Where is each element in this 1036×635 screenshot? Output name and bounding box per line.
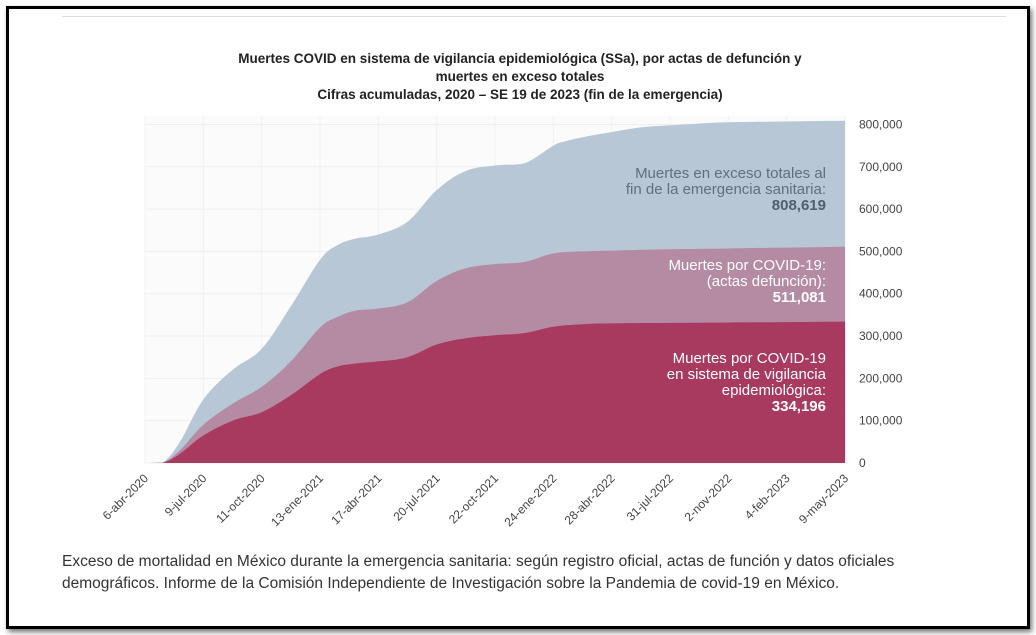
y-tick-label: 200,000: [859, 371, 903, 385]
figure-caption: Exceso de mortalidad en México durante l…: [62, 551, 982, 595]
y-tick-label: 700,000: [859, 160, 903, 174]
chart-title-line-1: Muertes COVID en sistema de vigilancia e…: [238, 51, 802, 66]
chart-title-line-2: muertes en exceso totales: [435, 69, 605, 84]
x-tick-label: 4-feb-2023: [742, 471, 793, 522]
chart-title: Muertes COVID en sistema de vigilancia e…: [130, 50, 910, 104]
series-1-value: 808,619: [772, 197, 826, 214]
x-tick-label: 13-ene-2021: [268, 471, 326, 529]
x-tick-label: 2-nov-2022: [682, 471, 735, 524]
x-tick-label: 9-jul-2020: [162, 471, 210, 519]
y-tick-label: 400,000: [859, 287, 903, 301]
series-2-label: Muertes por COVID-19:: [668, 257, 826, 274]
area-series-3: [145, 321, 845, 463]
y-tick-label: 500,000: [859, 244, 903, 258]
chart-title-line-3: Cifras acumuladas, 2020 – SE 19 de 2023 …: [317, 87, 723, 102]
series-3-value: 334,196: [772, 398, 826, 415]
y-tick-label: 0: [859, 456, 866, 470]
y-tick-label: 100,000: [859, 414, 903, 428]
series-3-label: en sistema de vigilancia: [667, 366, 827, 383]
series-1-label: Muertes en exceso totales al: [635, 165, 826, 182]
series-3-label: epidemiológica:: [722, 382, 826, 399]
caption-line-2: demográficos. Informe de la Comisión Ind…: [62, 575, 840, 592]
x-tick-label: 20-jul-2021: [390, 471, 443, 524]
y-tick-label: 600,000: [859, 202, 903, 216]
series-2-value: 511,081: [773, 289, 826, 306]
x-tick-label: 6-abr-2020: [100, 471, 152, 523]
x-tick-label: 22-oct-2021: [446, 471, 501, 526]
x-tick-label: 31-jul-2022: [624, 471, 677, 524]
caption-line-1: Exceso de mortalidad en México durante l…: [62, 553, 895, 570]
x-tick-label: 28-abr-2022: [562, 471, 618, 527]
x-tick-label: 24-ene-2022: [501, 471, 559, 529]
y-tick-label: 800,000: [859, 117, 903, 131]
series-3-label: Muertes por COVID-19: [673, 350, 826, 367]
x-tick-label: 17-abr-2021: [328, 471, 384, 527]
top-divider: [62, 16, 1006, 17]
x-tick-label: 11-oct-2020: [213, 471, 268, 526]
series-1-label: fin de la emergencia sanitaria:: [626, 181, 826, 198]
y-tick-label: 300,000: [859, 329, 903, 343]
series-2-label: (actas defunción):: [707, 273, 826, 290]
x-tick-label: 9-may-2023: [796, 471, 851, 526]
